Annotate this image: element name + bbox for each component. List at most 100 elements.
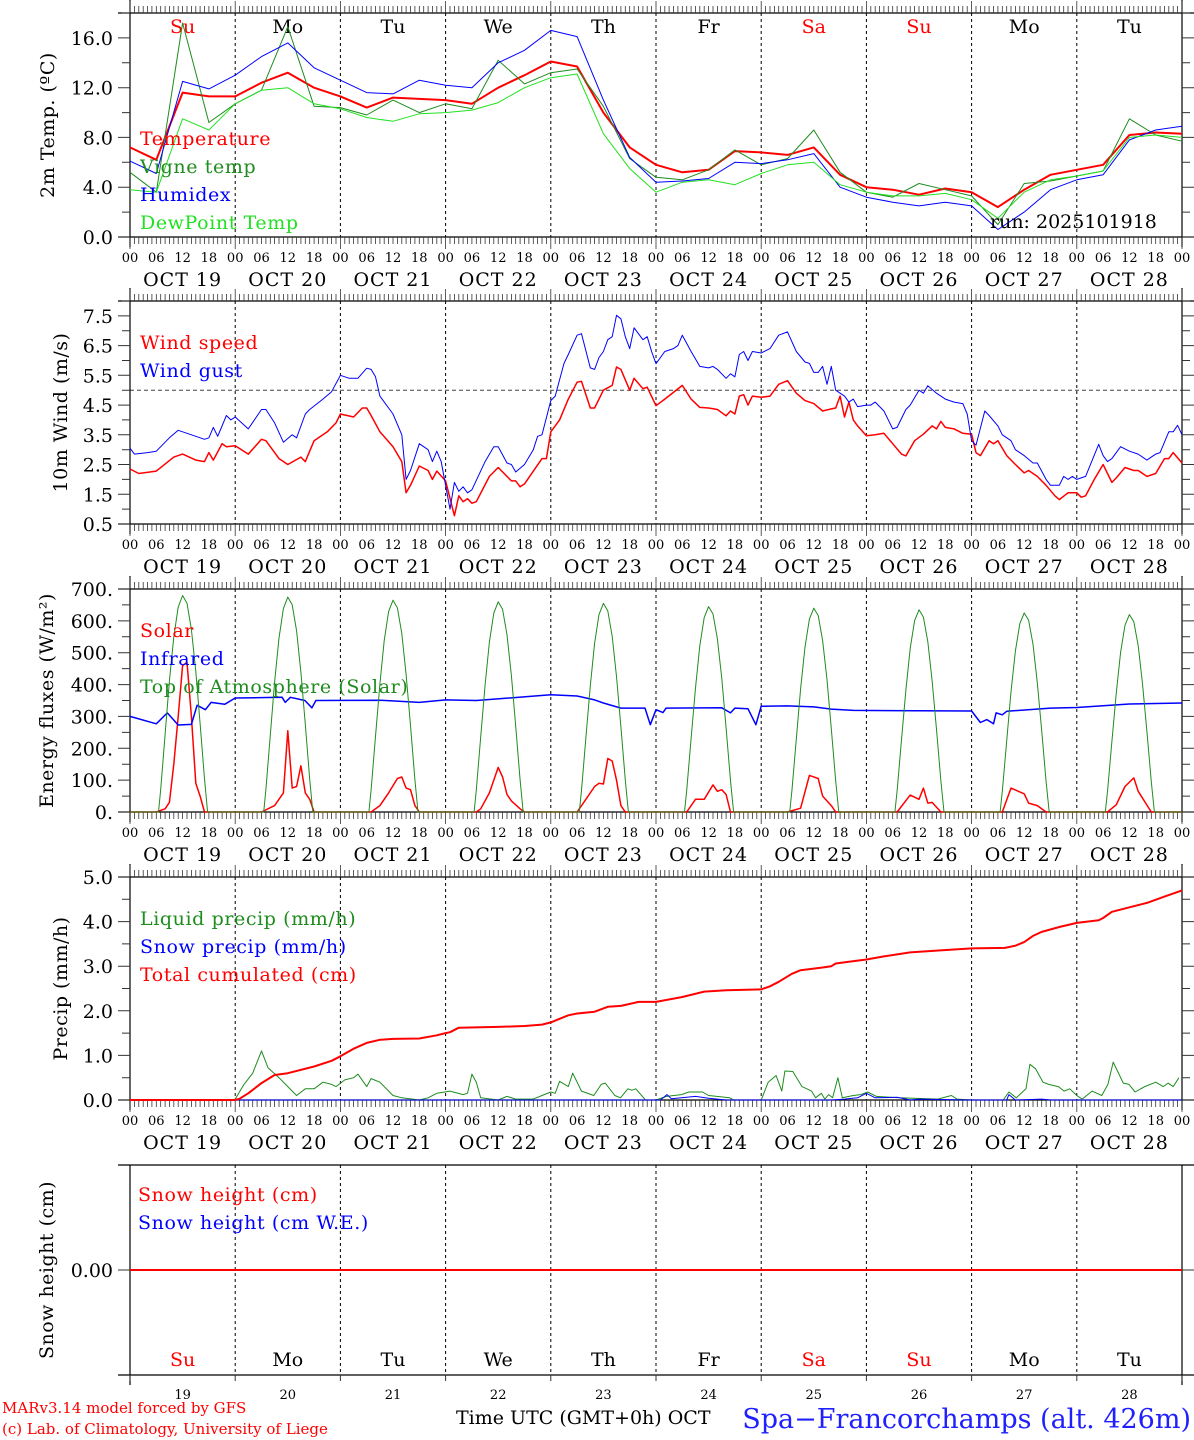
hour-tick-label: 06 <box>464 826 481 841</box>
hour-tick-label: 00 <box>227 251 244 266</box>
hour-tick-label: 00 <box>122 538 139 553</box>
y-axis-title: Snow height (cm) <box>36 1181 58 1359</box>
y-ticks <box>118 300 1194 525</box>
x-minor-ticks-top <box>129 289 1183 301</box>
footer-copyright: (c) Lab. of Climatology, University of L… <box>2 1420 328 1438</box>
hour-tick-label: 18 <box>1147 251 1164 266</box>
date-label: OCT 26 <box>879 844 958 866</box>
hour-tick-label: 00 <box>437 251 454 266</box>
y-tick-label: 1.0 <box>83 1045 113 1067</box>
hour-tick-label: 18 <box>727 826 744 841</box>
y-tick-label: 3.5 <box>83 425 113 447</box>
hour-tick-label: 12 <box>385 826 402 841</box>
weekday-label: Tu <box>1117 16 1142 38</box>
hour-tick-label: 12 <box>1016 538 1033 553</box>
day-number-label: 26 <box>911 1388 928 1403</box>
hour-tick-label: 06 <box>148 251 165 266</box>
hour-tick-label: 18 <box>516 1114 533 1129</box>
hour-tick-label: 12 <box>700 1114 717 1129</box>
weekday-label: Su <box>170 16 195 38</box>
hour-tick-label: 00 <box>963 1114 980 1129</box>
y-tick-label: 500. <box>71 643 113 665</box>
y-ticks <box>118 876 1194 1101</box>
hour-tick-label: 00 <box>753 1114 770 1129</box>
date-label: OCT 22 <box>459 556 538 578</box>
day-number-label: 23 <box>595 1388 612 1403</box>
hour-tick-label: 18 <box>727 538 744 553</box>
y-tick-label: 5.0 <box>83 867 113 889</box>
y-tick-label: 0. <box>95 802 113 824</box>
hour-tick-label: 00 <box>858 251 875 266</box>
y-tick-label: 0.5 <box>83 514 113 536</box>
hour-tick-label: 06 <box>884 826 901 841</box>
legend-entry: Infrared <box>140 648 224 670</box>
legend-entry: Temperature <box>140 128 271 150</box>
y-tick-label: 8.0 <box>83 127 113 149</box>
date-label: OCT 21 <box>353 556 432 578</box>
hour-tick-label: 00 <box>122 826 139 841</box>
panel-snow-height: 0.00 Snow height (cm) Su Mo Tu We Th Fr Sa Su Mo Tu… <box>36 1164 1194 1403</box>
hour-tick-label: 18 <box>201 826 218 841</box>
date-label: OCT 23 <box>564 269 643 291</box>
hour-tick-label: 00 <box>1174 826 1191 841</box>
legend-entry: Solar <box>140 620 194 642</box>
hour-tick-label: 00 <box>437 1114 454 1129</box>
day-number-label: 25 <box>806 1388 823 1403</box>
hour-tick-label: 00 <box>543 826 560 841</box>
date-label: OCT 23 <box>564 844 643 866</box>
hour-tick-label: 18 <box>411 1114 428 1129</box>
x-minor-ticks-top <box>129 865 1183 877</box>
hour-tick-label: 18 <box>1042 826 1059 841</box>
hour-tick-label: 18 <box>306 1114 323 1129</box>
hour-tick-label: 12 <box>174 251 191 266</box>
hour-tick-label: 06 <box>148 826 165 841</box>
hour-tick-label: 18 <box>516 538 533 553</box>
hour-tick-label: 06 <box>148 1114 165 1129</box>
date-label: OCT 21 <box>353 269 432 291</box>
hour-tick-label: 00 <box>753 538 770 553</box>
day-number-label: 27 <box>1016 1388 1033 1403</box>
y-tick-label: 700. <box>71 579 113 601</box>
hour-tick-label: 18 <box>937 826 954 841</box>
y-tick-label: 2.0 <box>83 1001 113 1023</box>
y-tick-label: 600. <box>71 611 113 633</box>
series-line-total-cumulated-cm <box>130 889 1183 1101</box>
date-label: OCT 19 <box>143 269 222 291</box>
weekday-label: Fr <box>697 16 720 38</box>
date-label: OCT 27 <box>985 844 1064 866</box>
hour-tick-label: 12 <box>911 538 928 553</box>
hour-tick-label: 12 <box>595 1114 612 1129</box>
date-label: OCT 25 <box>774 1132 853 1154</box>
series-line-snow-precip-mm-h <box>130 1092 1182 1101</box>
hour-tick-label: 12 <box>806 251 823 266</box>
hour-tick-label: 00 <box>858 538 875 553</box>
hour-tick-label: 18 <box>621 1114 638 1129</box>
y-axis-title: 10m Wind (m/s) <box>50 333 72 493</box>
hour-tick-label: 18 <box>201 538 218 553</box>
hour-tick-label: 06 <box>569 251 586 266</box>
hour-tick-label: 12 <box>1121 826 1138 841</box>
day-number-label: 19 <box>174 1388 191 1403</box>
hour-tick-label: 06 <box>884 1114 901 1129</box>
hour-tick-label: 18 <box>306 826 323 841</box>
hour-tick-label: 18 <box>516 251 533 266</box>
date-label: OCT 26 <box>879 1132 958 1154</box>
date-label: OCT 28 <box>1090 269 1169 291</box>
hour-tick-label: 06 <box>358 251 375 266</box>
hour-tick-label: 18 <box>1042 251 1059 266</box>
hour-tick-label: 00 <box>753 251 770 266</box>
y-tick-label: 7.5 <box>83 306 113 328</box>
date-label: OCT 25 <box>774 844 853 866</box>
hour-tick-label: 18 <box>1147 1114 1164 1129</box>
hour-tick-label: 06 <box>464 538 481 553</box>
hour-tick-label: 18 <box>832 826 849 841</box>
day-number-label: 21 <box>385 1388 402 1403</box>
date-label: OCT 27 <box>985 556 1064 578</box>
x-minor-ticks-top <box>129 577 1183 589</box>
hour-tick-label: 12 <box>174 826 191 841</box>
series-line-liquid-precip-mm-h <box>130 1050 1180 1101</box>
hour-tick-label: 00 <box>543 1114 560 1129</box>
hour-tick-label: 06 <box>253 1114 270 1129</box>
hour-tick-label: 06 <box>674 1114 691 1129</box>
day-number-label: 24 <box>700 1388 717 1403</box>
